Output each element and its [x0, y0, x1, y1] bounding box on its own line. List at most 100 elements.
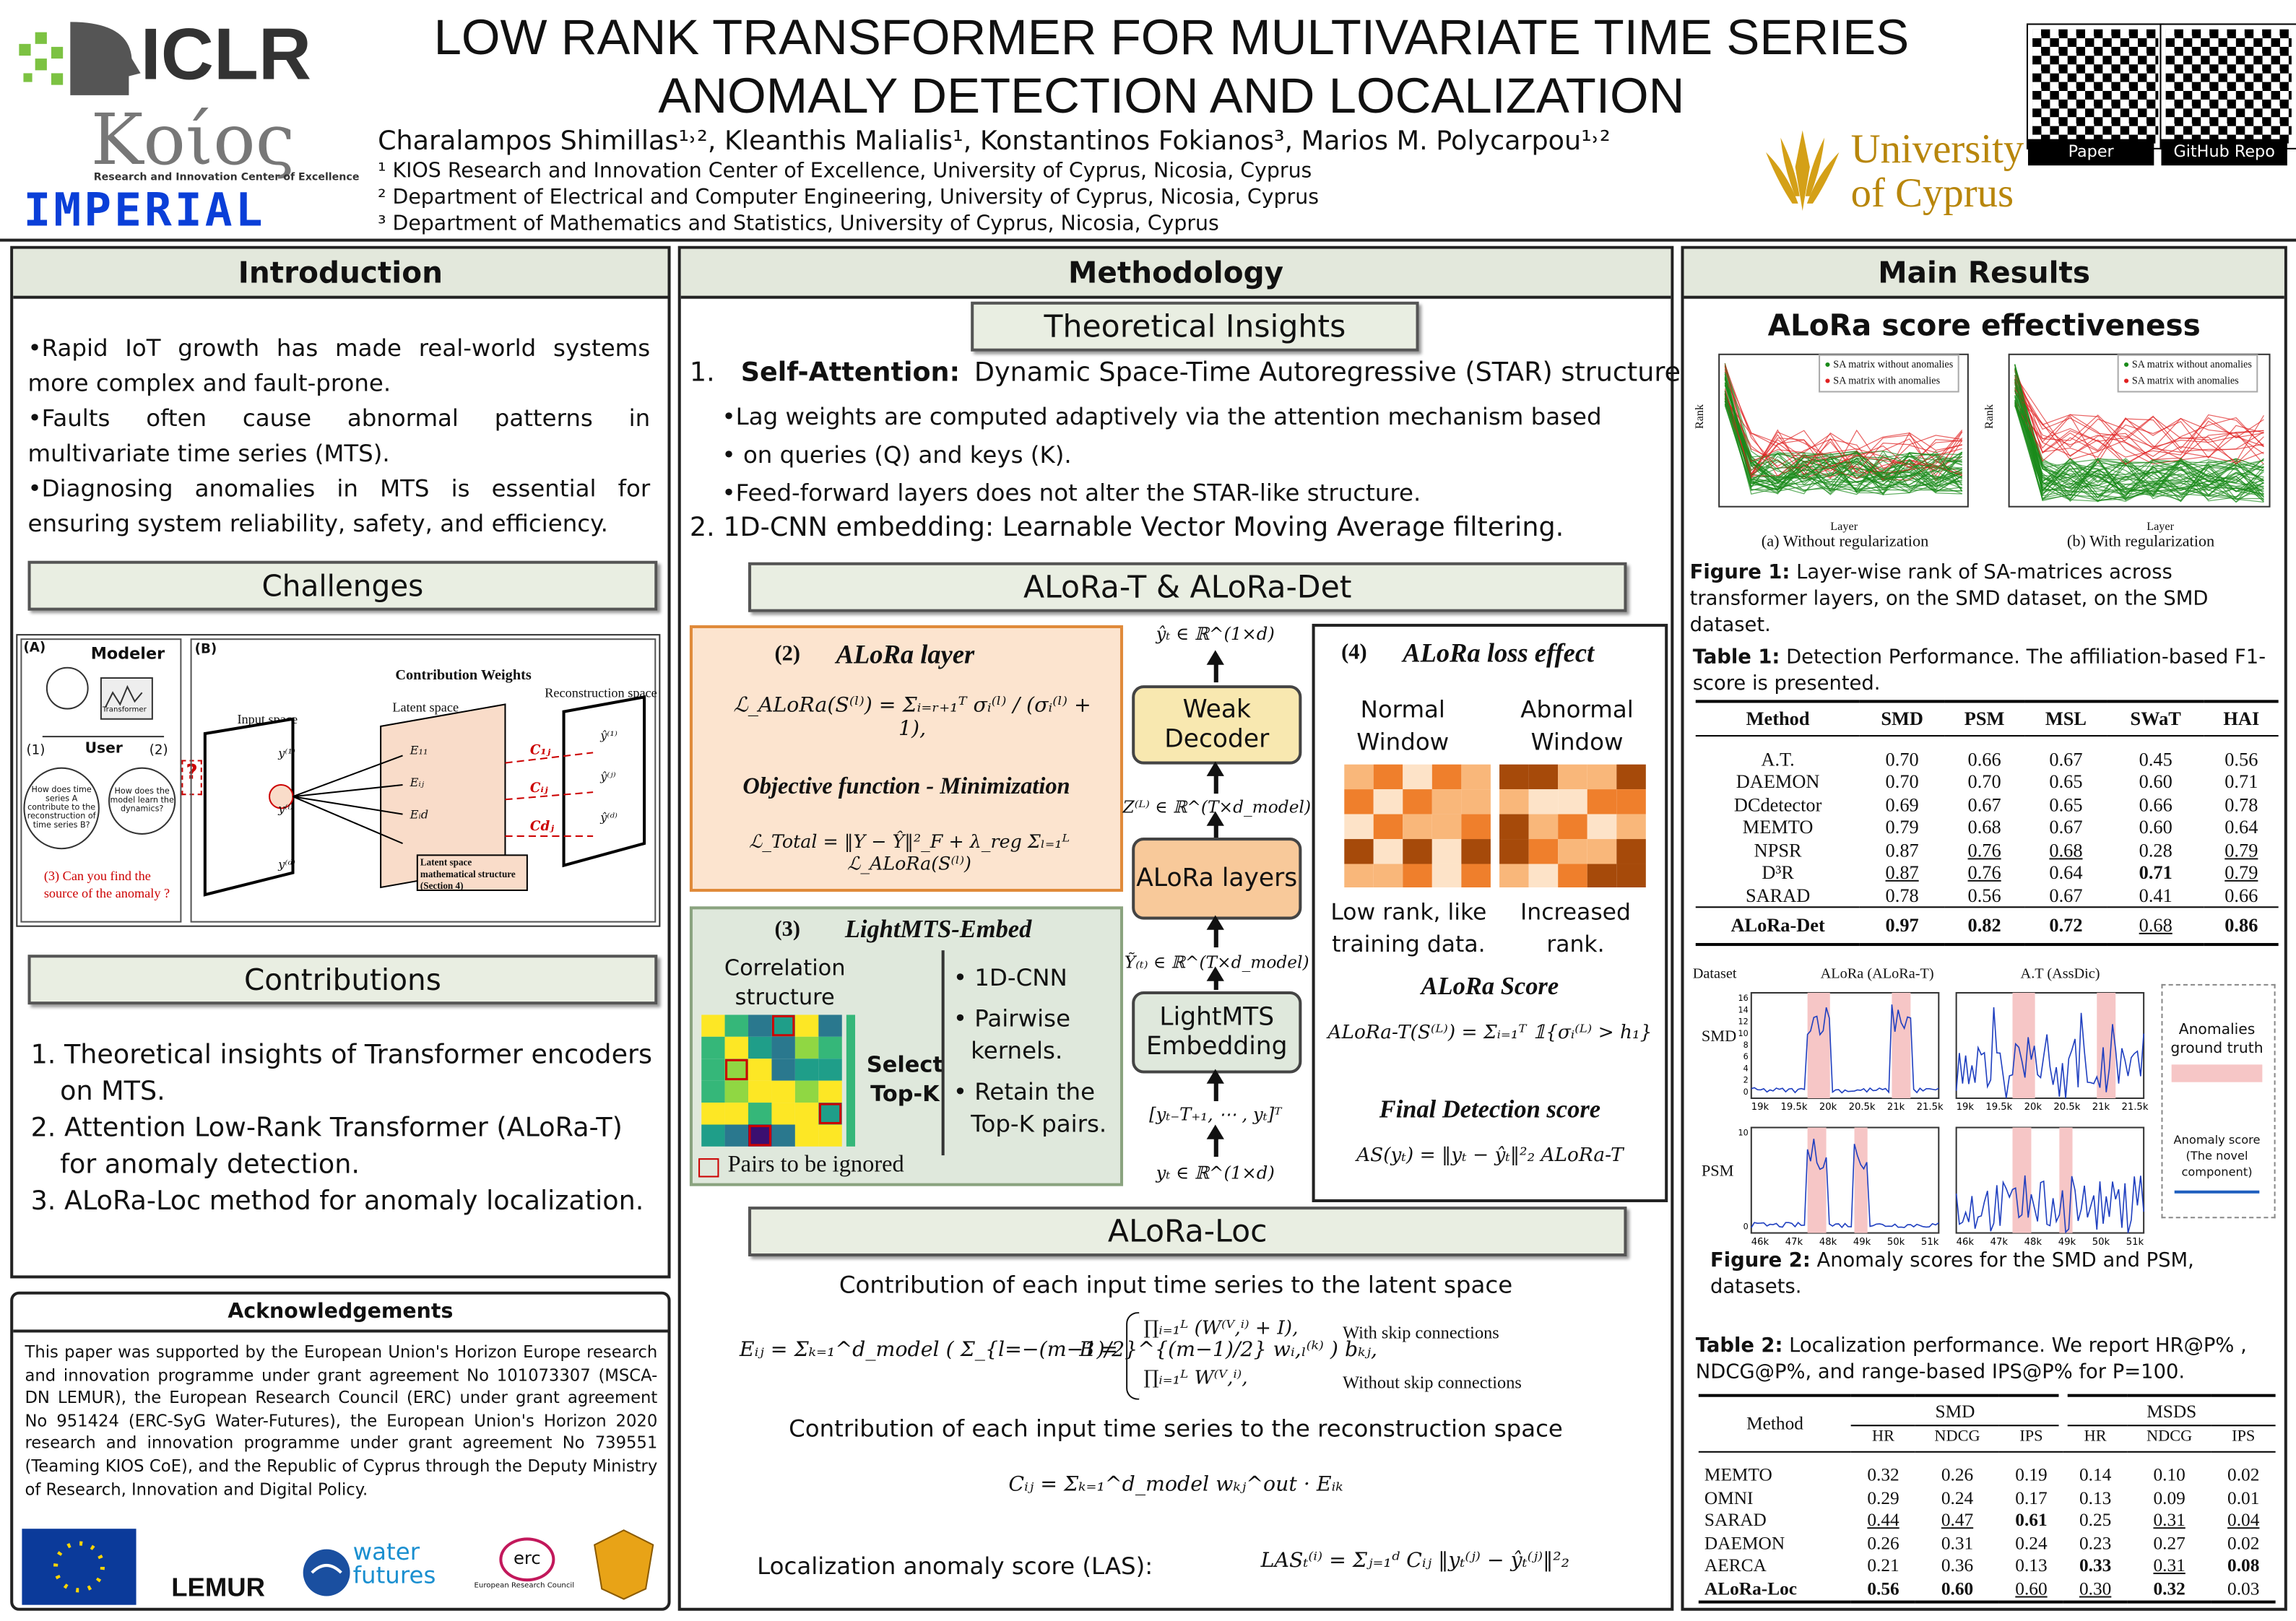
x-tick-label: 20.5k: [2053, 1102, 2080, 1113]
header-row: Method SMD MSDS: [1698, 1395, 2276, 1453]
plot-sketch: [1751, 1139, 1939, 1229]
divider: [941, 950, 945, 1156]
ucy-logo: University of Cyprus: [1851, 128, 2024, 217]
plot-sketch: [1751, 1004, 1939, 1094]
fig-label: Latent space: [392, 700, 459, 715]
heatmap-cell: [1344, 789, 1374, 814]
method-cell: D³R: [1762, 861, 1794, 883]
column-header: HR: [1872, 1427, 1895, 1445]
plot-sketch: [1724, 385, 1963, 493]
matrix-cell: [818, 1036, 842, 1059]
imperial-logo: IMPERIAL: [23, 184, 266, 238]
water-icon: [303, 1549, 350, 1596]
x-tick-label: 19k: [1957, 1102, 1975, 1113]
plot-sketch: [1724, 377, 1963, 479]
legend-label: Pairs to be ignored: [727, 1152, 904, 1178]
table-cell: 0.76: [1967, 838, 2001, 861]
box-title: Final Detection score: [1379, 1095, 1601, 1124]
lightmts-box: (3) LightMTS-Embed Correlation structure…: [689, 906, 1124, 1186]
heatmap-cell: [1431, 814, 1462, 840]
method-cell: OMNI: [1704, 1487, 1754, 1508]
plot-sketch: [2014, 370, 2264, 453]
contribution-item: 2. Attention Low-Rank Transformer (ALoRa…: [30, 1113, 623, 1181]
table-cell: 0.56: [1867, 1578, 1899, 1599]
plot-sketch: [1724, 382, 1962, 489]
table-cell: 0.67: [2049, 747, 2083, 770]
heatmap-cell: [1373, 814, 1403, 840]
box-title: LightMTS-Embed: [844, 915, 1032, 944]
flow-label: ŷₜ ∈ ℝ^(1×d): [1156, 623, 1275, 645]
table-cell: 0.10: [2153, 1464, 2185, 1485]
heatmap-cell: [1616, 814, 1646, 840]
y-tick-label: 6: [1743, 1052, 1749, 1061]
kios-subtitle: Research and Innovation Center of Excell…: [93, 171, 360, 183]
flow-label: [yₜ₋T₊₁, ⋯ , yₜ]ᵀ: [1149, 1104, 1282, 1125]
plot-sketch: [2014, 400, 2264, 503]
table-caption: Table 1: Detection Performance. The affi…: [1693, 644, 2279, 697]
window-note: Low rank, like training data.: [1330, 899, 1487, 958]
y-tick-label: 10: [1738, 1129, 1749, 1138]
table-cell: 0.32: [1867, 1464, 1899, 1485]
plot-sketch: [2014, 390, 2264, 500]
weight-label: Cdⱼ: [529, 820, 554, 835]
heatmap-cell: [1558, 789, 1587, 814]
table-cell: 0.66: [2139, 793, 2172, 815]
matrix-cell: [794, 1103, 819, 1125]
arrow: [1206, 966, 1224, 990]
heatmap-cell: [1528, 864, 1559, 887]
heatmap-cell: [1373, 839, 1403, 864]
window-note: Increased rank.: [1520, 899, 1631, 958]
arrow: [1206, 1069, 1224, 1102]
left-panel: Introduction •Rapid IoT growth has made …: [10, 245, 671, 1279]
table-cell: 0.32: [2153, 1578, 2185, 1599]
heatmap-cell: [1403, 814, 1432, 840]
insight-1: 1. Self-Attention: Dynamic Space-Time Au…: [690, 357, 1689, 388]
heatmap-cell: [1499, 789, 1529, 814]
matrix-cell: [701, 1080, 725, 1103]
output-labels: ŷ⁽¹⁾ ŷ⁽ʲ⁾ ŷ⁽ᵈ⁾: [600, 716, 618, 839]
header-rule: [0, 238, 2296, 242]
x-tick-label: 51k: [1921, 1237, 1939, 1248]
select-label: Select Top-K: [866, 1051, 944, 1108]
legend-swatch: [2174, 1190, 2260, 1194]
right-panel: Main Results ALoRa score effectiveness R…: [1681, 245, 2287, 1611]
fig-label: Contribution Weights: [395, 667, 532, 685]
table-cell: 0.24: [2015, 1532, 2048, 1553]
arrow: [1206, 811, 1224, 838]
table-cell: 0.60: [2139, 815, 2172, 838]
anomaly-region: [1854, 1127, 1868, 1233]
heatmap-cell: [1461, 864, 1491, 887]
matrix-cell: [724, 1036, 749, 1059]
x-tick-label: 19.5k: [1781, 1102, 1808, 1113]
axis-label: Layer: [2146, 519, 2175, 534]
plot-sketch: [1724, 390, 1962, 492]
dataset-label: SMD: [1701, 1027, 1737, 1046]
table-cell: 0.64: [2049, 861, 2083, 883]
ucy-logo-icon: [1766, 130, 1840, 212]
table-cell: 0.72: [2049, 913, 2083, 936]
lightmts-bullet: • 1D-CNN: [953, 963, 1067, 991]
output-label: ŷ⁽ᵈ⁾: [600, 811, 618, 825]
table-cell: 0.27: [2153, 1532, 2185, 1553]
method-cell: NPSR: [1754, 838, 1802, 861]
table-cell: 0.08: [2227, 1555, 2260, 1576]
arrow: [1206, 1124, 1224, 1157]
matrix-cell: [701, 1014, 725, 1037]
intro-bullet: •Diagnosing anomalies in MTS is essentia…: [27, 474, 651, 538]
table-row: OMNI 0.29 0.24 0.17 0.13 0.09 0.01: [1699, 1487, 2276, 1509]
formula: ∏ᵢ₌₁ᴸ W⁽ⱽ,ⁱ⁾,: [1143, 1368, 1248, 1390]
x-tick-label: 20k: [1819, 1102, 1837, 1113]
weight-label: Cᵢⱼ: [529, 781, 548, 797]
legend-label: SA matrix without anomalies: [1833, 358, 1954, 371]
matrix-cell: [818, 1014, 842, 1037]
table-cell: 0.76: [1967, 861, 2001, 883]
table-cell: 0.31: [2153, 1555, 2185, 1576]
latent-label: Eᵢⱼ: [410, 775, 425, 790]
formula-note: With skip connections: [1343, 1322, 1499, 1343]
method-cell: DCdetector: [1733, 793, 1822, 815]
y-tick-label: 4: [1743, 1064, 1749, 1073]
localization-table: Method SMD MSDS HR NDCG IPS HR NDCG IPS MEMTO 0.32…: [1698, 1394, 2276, 1604]
table-row: DAEMON 0.26 0.31 0.24 0.23 0.27 0.02: [1699, 1532, 2276, 1555]
formula: ℒ_Total = ‖Y − Ŷ‖²_F + λ_reg Σₗ₌₁ᴸ ℒ_ALo…: [748, 830, 1070, 874]
plot-sketch: [2014, 388, 2264, 496]
